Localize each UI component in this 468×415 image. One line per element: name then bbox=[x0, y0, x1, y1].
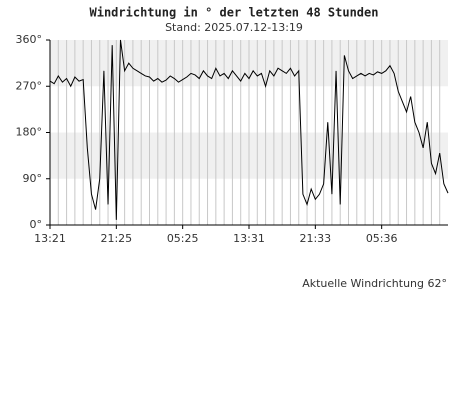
x-tick-label: 05:36 bbox=[366, 232, 398, 245]
y-tick-label: 90° bbox=[23, 172, 43, 185]
x-tick-label: 13:31 bbox=[233, 232, 265, 245]
x-tick-label: 21:33 bbox=[299, 232, 331, 245]
chart-subtitle: Stand: 2025.07.12-13:19 bbox=[165, 21, 303, 34]
y-tick-label: 270° bbox=[16, 79, 43, 92]
x-tick-label: 21:25 bbox=[100, 232, 132, 245]
data-line bbox=[49, 39, 449, 220]
annotation: Aktuelle Windrichtung 62° bbox=[302, 277, 447, 290]
y-tick-label: 360° bbox=[16, 33, 43, 46]
y-tick-label: 0° bbox=[30, 218, 43, 231]
chart-title: Windrichtung in ° der letzten 48 Stunden bbox=[90, 6, 379, 20]
x-tick-label: 13:21 bbox=[34, 232, 66, 245]
x-tick-label: 05:25 bbox=[167, 232, 199, 245]
plot-area: 0° 90° 180° 270° 360° 13:21 21:25 05:25 13:31 21:… bbox=[16, 33, 449, 245]
y-tick-label: 180° bbox=[16, 126, 43, 139]
